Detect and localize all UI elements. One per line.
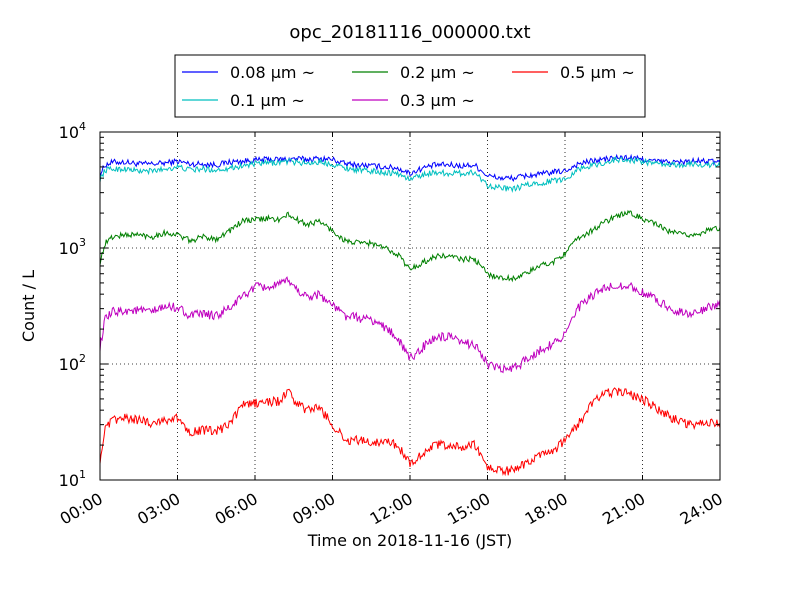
y-tick-label: 103 xyxy=(59,236,86,258)
legend-label: 0.2 μm ~ xyxy=(400,63,475,82)
legend-label: 0.3 μm ~ xyxy=(400,91,475,110)
legend: 0.08 μm ~ 0.1 μm ~ 0.2 μm ~ 0.3 μm ~ 0.5 μm … xyxy=(174,54,646,118)
x-tick-label: 03:00 xyxy=(134,489,183,529)
series-line xyxy=(99,387,721,477)
x-tick-label: 21:00 xyxy=(599,489,648,529)
y-tick-labels: 101 102 103 104 xyxy=(59,120,86,490)
series-line xyxy=(99,156,721,193)
y-axis-label: Count / L xyxy=(19,270,38,342)
legend-label: 0.5 μm ~ xyxy=(560,63,635,82)
y-tick-label: 102 xyxy=(59,352,86,374)
x-axis-label: Time on 2018-11-16 (JST) xyxy=(307,531,512,550)
x-tick-label: 12:00 xyxy=(367,489,416,529)
legend-label: 0.1 μm ~ xyxy=(230,91,305,110)
y-tick-label: 101 xyxy=(59,468,86,490)
x-tick-label: 18:00 xyxy=(522,489,571,529)
series-lines xyxy=(99,153,721,477)
x-tick-label: 24:00 xyxy=(677,489,726,529)
x-tick-label: 09:00 xyxy=(289,489,338,529)
legend-label: 0.08 μm ~ xyxy=(230,63,315,82)
x-tick-labels: 00:00 03:00 06:00 09:00 12:00 15:00 18:00 21:00… xyxy=(57,489,726,529)
y-tick-label: 104 xyxy=(59,120,86,142)
grid-lines xyxy=(100,132,720,480)
chart-title: opc_20181116_000000.txt xyxy=(289,22,530,43)
x-tick-label: 06:00 xyxy=(212,489,261,529)
legend-box xyxy=(174,54,646,118)
series-line xyxy=(99,209,721,283)
x-tick-label: 00:00 xyxy=(57,489,106,529)
x-tick-label: 15:00 xyxy=(444,489,493,529)
axis-ticks xyxy=(99,131,721,481)
series-line xyxy=(99,276,721,374)
